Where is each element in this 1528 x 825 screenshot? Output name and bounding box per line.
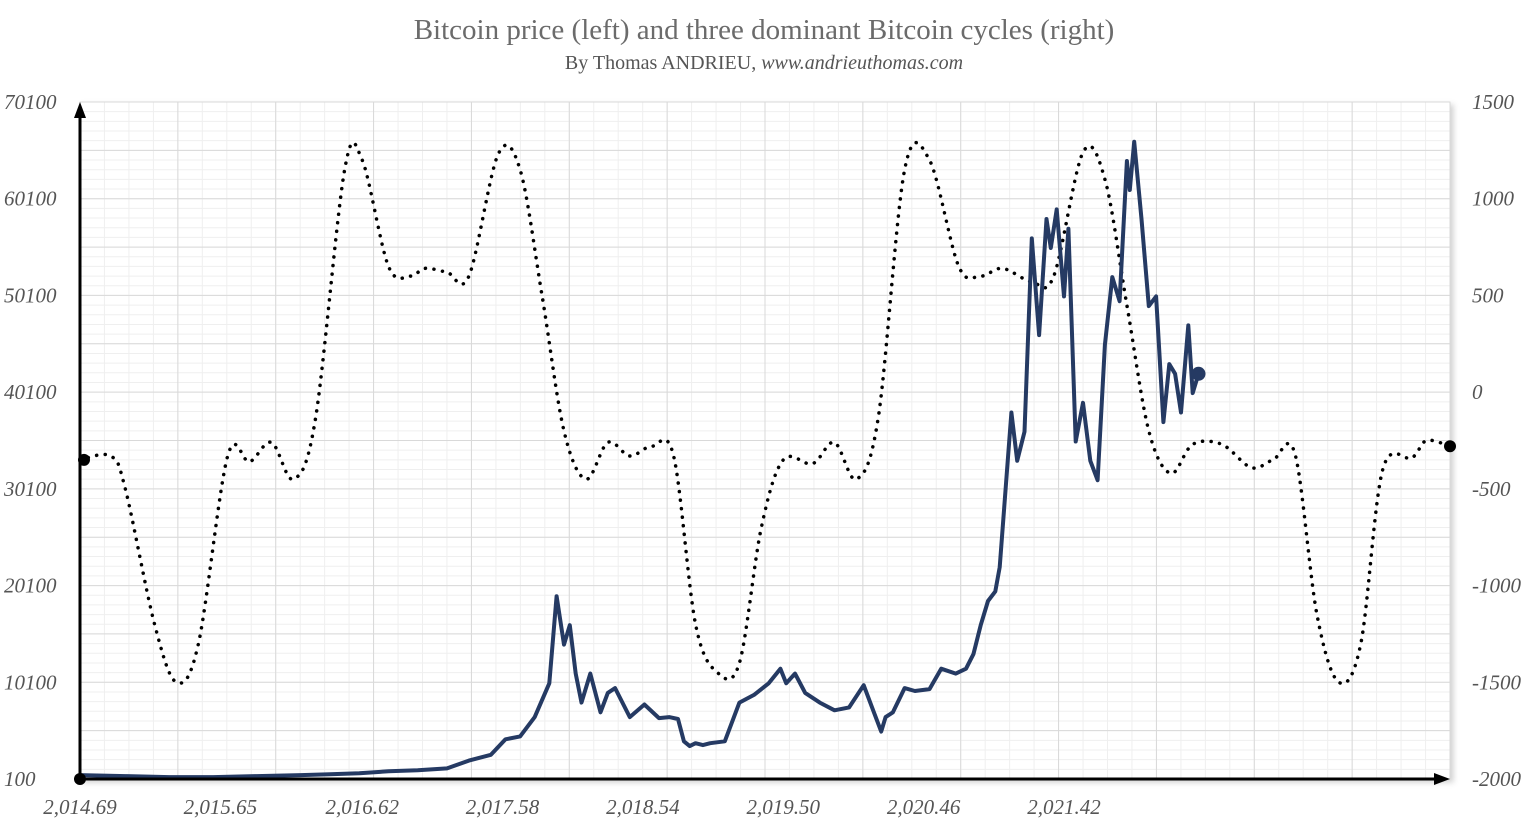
right-axis-ticks: -2000 -1500 -1000 -500 0 500 1000 1500	[1472, 90, 1521, 791]
y-right-tick-label: -500	[1472, 477, 1511, 501]
y-axis-arrow	[74, 102, 86, 118]
left-axis-ticks: 100 10100 20100 30100 40100 50100 60100 70100	[3, 90, 57, 791]
x-tick-label: 2,020.46	[887, 795, 961, 819]
y-left-tick-label: 60100	[4, 187, 57, 211]
y-right-tick-label: 1500	[1472, 90, 1515, 114]
subtitle-url: www.andrieuthomas.com	[761, 52, 964, 74]
x-tick-label: 2,017.58	[466, 795, 540, 819]
chart-subtitle: By Thomas ANDRIEU, www.andrieuthomas.com	[0, 52, 1528, 75]
x-tick-label: 2,014.69	[43, 795, 117, 819]
x-axis-ticks: 2,014.69 2,015.65 2,016.62 2,017.58 2,018.54…	[43, 795, 1101, 819]
y-left-tick-label: 30100	[3, 477, 57, 501]
x-axis-arrow	[1434, 773, 1450, 785]
major-grid	[79, 101, 1451, 780]
y-left-tick-label: 20100	[4, 574, 57, 598]
y-left-tick-label: 100	[4, 767, 36, 791]
x-tick-label: 2,018.54	[606, 795, 680, 819]
origin-marker	[74, 773, 86, 785]
price-series	[78, 139, 1206, 780]
price-end-marker	[1191, 366, 1206, 381]
y-right-tick-label: -2000	[1472, 767, 1521, 791]
cycle-end-marker	[1444, 440, 1456, 453]
x-tick-label: 2,019.50	[747, 795, 821, 819]
y-right-tick-label: 1000	[1472, 187, 1515, 211]
chart-title: Bitcoin price (left) and three dominant …	[413, 14, 1115, 46]
price-line	[78, 139, 1201, 780]
axes	[74, 102, 1450, 785]
y-right-tick-label: -1000	[1472, 574, 1521, 598]
x-tick-label: 2,021.42	[1027, 795, 1101, 819]
y-right-tick-label: 500	[1472, 283, 1504, 307]
subtitle-author: By Thomas ANDRIEU,	[564, 52, 762, 74]
y-left-tick-label: 50100	[4, 283, 57, 307]
cycle-line	[78, 140, 1452, 686]
y-left-tick-label: 10100	[4, 670, 57, 694]
y-right-tick-label: -1500	[1472, 670, 1521, 694]
x-tick-label: 2,016.62	[325, 795, 399, 819]
x-tick-label: 2,015.65	[184, 795, 258, 819]
y-right-tick-label: 0	[1472, 380, 1483, 404]
y-left-tick-label: 40100	[4, 380, 57, 404]
y-left-tick-label: 70100	[4, 90, 57, 114]
